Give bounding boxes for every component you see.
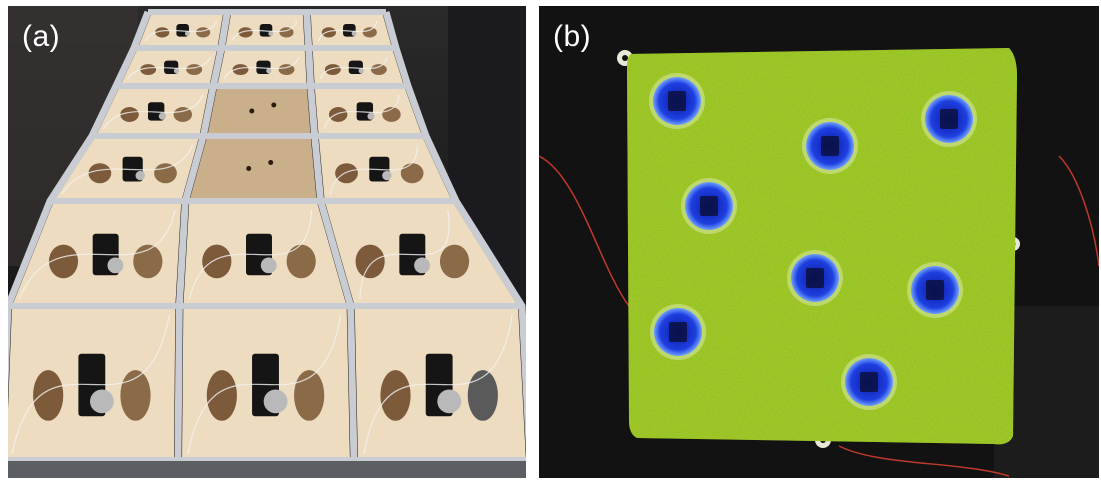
floor-patch-icon: [324, 64, 341, 75]
motor-shaft-icon: [358, 68, 364, 74]
holes: [649, 73, 977, 410]
floor-patch-icon: [238, 27, 253, 38]
floor-patch-icon: [321, 27, 336, 38]
frame-post: [8, 10, 152, 397]
motor-shaft-icon: [382, 170, 392, 181]
sensor-icon: [940, 109, 958, 129]
wire-icon: [1058, 155, 1099, 267]
floor-patch-icon: [88, 163, 112, 184]
floor-patch-icon: [294, 370, 325, 421]
floor-patch-icon: [120, 370, 151, 421]
sensor-icon: [669, 322, 687, 342]
insect-icon: [246, 166, 252, 171]
floor-patch-icon: [439, 244, 470, 279]
tube-icon: [323, 94, 400, 130]
tube-icon: [187, 314, 342, 455]
floor-patch-icon: [202, 244, 232, 279]
frame-post: [303, 11, 358, 462]
tube-icon: [317, 20, 378, 42]
tube-icon: [126, 56, 212, 80]
open-arena-cell: [190, 139, 317, 198]
floor-patch-icon: [120, 107, 139, 122]
motor-shaft-icon: [89, 389, 114, 414]
floor-patch-icon: [362, 27, 377, 38]
panel-b-label: (b): [553, 20, 592, 53]
floor-patch-icon: [335, 163, 358, 184]
tube-icon: [363, 314, 513, 455]
tube-icon: [188, 209, 313, 300]
motor-shaft-icon: [135, 170, 145, 181]
floor-patch-icon: [400, 163, 424, 184]
floor-patch-icon: [370, 64, 387, 75]
motor-shaft-icon: [414, 257, 430, 274]
motor-shaft-icon: [367, 112, 375, 120]
floor-patch-icon: [48, 244, 79, 279]
tube-icon: [102, 94, 204, 130]
sensor-icon: [806, 268, 824, 288]
panel-a-label: (a): [22, 20, 61, 53]
grass-surface: [627, 48, 1017, 445]
motor-shaft-icon: [263, 389, 288, 414]
tube-icon: [231, 20, 298, 42]
tube-icon: [11, 314, 170, 455]
insect-icon: [249, 108, 255, 114]
table-edge: [8, 461, 526, 478]
sensor-icon: [700, 196, 718, 216]
tube-icon: [144, 20, 218, 42]
sensor-icon: [821, 136, 839, 156]
motor-shaft-icon: [260, 257, 277, 274]
sensor-icon: [860, 372, 878, 392]
floor-patch-icon: [154, 163, 177, 184]
floor-patch-icon: [380, 370, 411, 421]
floor-patch-icon: [328, 107, 348, 122]
sensor-icon: [926, 280, 944, 300]
tube-icon: [359, 209, 450, 300]
floor-patch-icon: [33, 370, 64, 421]
tube-icon: [319, 56, 388, 80]
tube-icon: [18, 209, 176, 300]
floor-patch-icon: [186, 64, 203, 75]
tube-icon: [329, 144, 418, 195]
motor-shaft-icon: [266, 68, 272, 74]
floor-patch-icon: [355, 244, 385, 279]
floor-patch-icon: [155, 27, 170, 38]
sensor-icon: [668, 91, 686, 111]
floor-patch-icon: [206, 370, 237, 421]
open-arena-cell: [207, 89, 311, 133]
frame-post: [174, 11, 231, 462]
motor-shaft-icon: [351, 31, 357, 36]
wire-icon: [838, 445, 1010, 477]
motor-shaft-icon: [107, 257, 124, 274]
motor-shaft-icon: [437, 389, 462, 414]
floor-patch-icon: [278, 64, 295, 75]
motor-shaft-icon: [173, 68, 180, 74]
floor-patch-icon: [173, 107, 193, 122]
tube-icon: [223, 56, 300, 80]
panel-a: (a): [8, 6, 526, 478]
arena-tiles: [8, 15, 526, 458]
panel-b: (b): [539, 6, 1099, 478]
floor-patch-icon: [133, 244, 163, 279]
floor-patch-icon: [467, 370, 498, 421]
tube-icon: [61, 144, 194, 195]
motor-shaft-icon: [268, 31, 274, 36]
insect-icon: [268, 160, 274, 165]
floor-patch-icon: [232, 64, 249, 75]
floor-patch-icon: [286, 244, 316, 279]
motor-shaft-icon: [184, 31, 190, 36]
arena-grid-photo: [8, 6, 526, 478]
grass-arena-photo: [539, 6, 1099, 478]
insect-icon: [271, 102, 277, 108]
mount-hole-icon: [622, 55, 628, 61]
floor-patch-icon: [140, 64, 157, 75]
wire-icon: [539, 155, 630, 307]
motor-shaft-icon: [158, 112, 166, 120]
frame-post: [382, 11, 526, 452]
